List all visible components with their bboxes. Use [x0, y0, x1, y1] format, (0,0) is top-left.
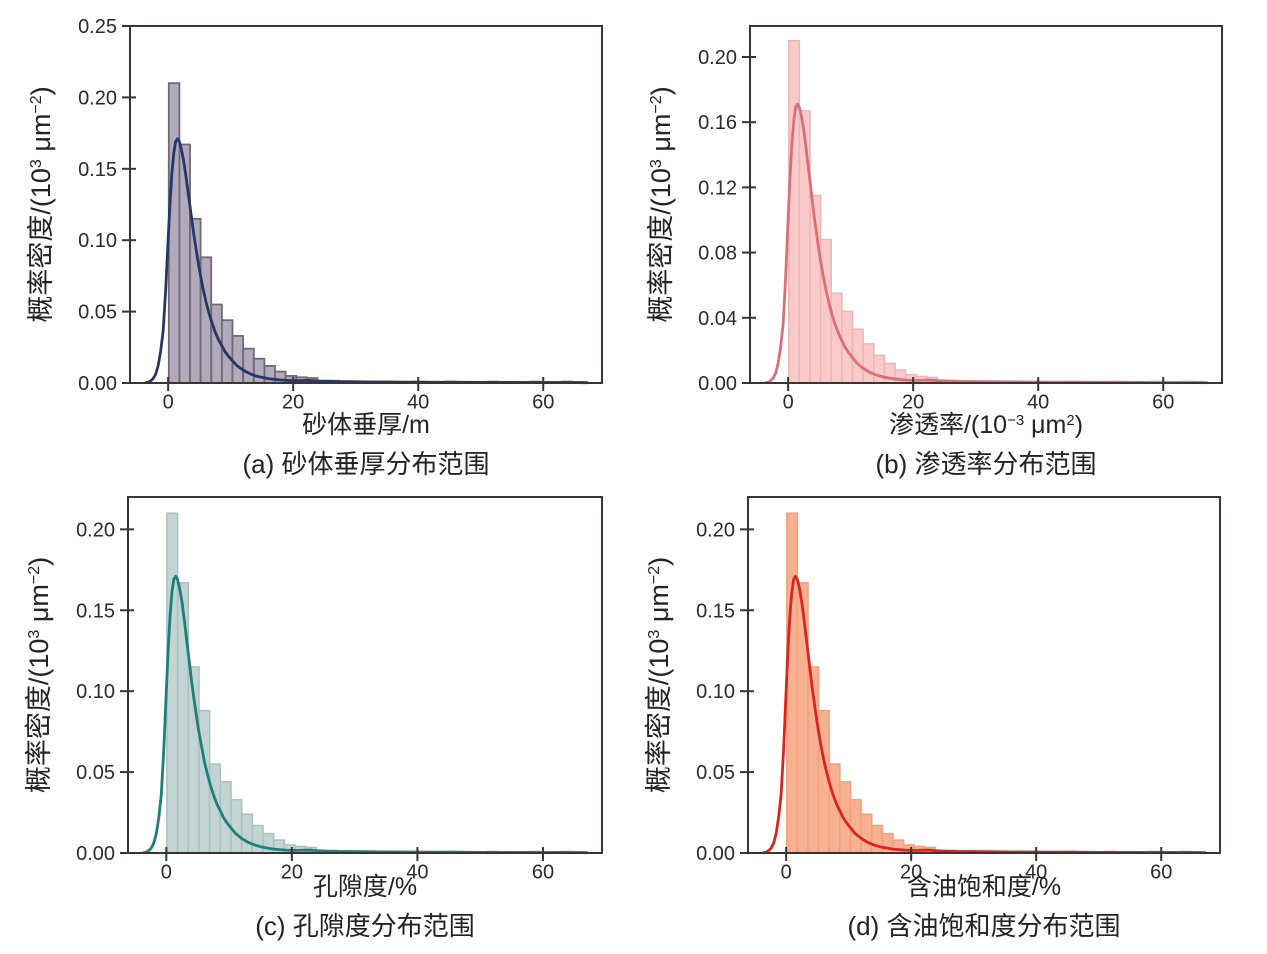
histogram-bar: [862, 343, 875, 384]
x-tick-label: 20: [900, 862, 922, 884]
y-tick-label: 0.10: [76, 681, 115, 703]
x-tick-label: 60: [532, 392, 554, 414]
y-tick-label: 0.00: [78, 373, 117, 395]
histogram-bars: [788, 39, 1204, 384]
histogram-bar: [798, 110, 811, 384]
xlabel-b: 渗透率/(10−3 μm2): [888, 411, 1084, 439]
histogram-bar: [199, 256, 213, 384]
xlabel-d: 含油饱和度/%: [906, 873, 1062, 901]
histogram-bar: [166, 512, 179, 854]
plot-a: 0 20 40 60 0.00 0.05 0.10 0.15 0.20 0.25 概率密度/(103…: [26, 16, 603, 414]
y-tick-label: 0.12: [698, 177, 737, 199]
y-tick-label: 0.25: [78, 16, 117, 38]
y-axis-title: 概率密度/(103 μm−2): [24, 557, 54, 793]
y-tick-label: 0.15: [76, 600, 115, 622]
axis-frame: [129, 25, 603, 384]
y-tick-label: 0.08: [698, 243, 737, 265]
histogram-bar: [198, 709, 211, 854]
panel-a: 0 20 40 60 0.00 0.05 0.10 0.15 0.20 0.25 概率密度/(103…: [0, 0, 633, 479]
y-axis-title: 概率密度/(103 μm−2): [26, 86, 56, 322]
kde-line: [764, 102, 1209, 385]
caption-a: (a) 砂体垂厚分布范围: [242, 449, 490, 479]
panel-d: 0 20 40 60 0.00 0.05 0.10 0.15 0.20 概率密度/(103 μm−…: [634, 477, 1267, 954]
y-tick-label: 0.10: [696, 681, 735, 703]
y-tick-label: 0.05: [78, 302, 117, 324]
y-tick-label: 0.00: [696, 843, 735, 865]
superscript: 2: [1066, 411, 1075, 429]
histogram-bar: [242, 347, 255, 384]
y-axis-title: 概率密度/(103 μm−2): [644, 557, 674, 793]
y-axis-title: 概率密度/(103 μm−2): [646, 86, 676, 322]
histogram-bar: [817, 709, 830, 854]
histogram-bar: [819, 238, 832, 384]
histogram-bar: [849, 798, 862, 854]
y-tick-label: 0.15: [696, 600, 735, 622]
y-tick-label: 0.05: [76, 762, 115, 784]
histogram-bars: [167, 82, 585, 384]
x-tick-label: 20: [281, 862, 303, 884]
histogram-bar: [178, 143, 191, 384]
y-tick-label: 0.15: [78, 159, 117, 181]
histogram-bar: [176, 582, 190, 854]
histogram-bars: [166, 512, 584, 854]
y-tick-label: 0.00: [76, 843, 115, 865]
y-tick-label: 0.04: [698, 308, 737, 330]
x-tick-label: 0: [163, 392, 174, 414]
xlabel-c: 孔隙度/%: [312, 873, 418, 901]
y-tick-label: 0.20: [76, 519, 115, 541]
histogram-bar: [167, 82, 181, 384]
x-tick-label: 40: [407, 392, 429, 414]
histogram-bar: [230, 798, 243, 854]
histogram-bar: [786, 512, 799, 854]
caption-c: (c) 孔隙度分布范围: [255, 911, 475, 941]
x-tick-label: 40: [1025, 862, 1047, 884]
histogram-bar: [788, 39, 801, 384]
plot-c: 0 20 40 60 0.00 0.05 0.10 0.15 0.20 概率密度/(103 μm−…: [24, 496, 603, 884]
x-tick-label: 0: [781, 862, 792, 884]
panel-b: 0 20 40 60 0.00 0.04 0.08 0.12 0.16 0.20 概率密度/(103…: [634, 0, 1267, 479]
x-tick-label: 20: [282, 392, 304, 414]
histogram-bars: [786, 512, 1202, 854]
x-tick-label: 40: [406, 862, 428, 884]
axis-frame: [749, 25, 1223, 384]
superscript: −3: [1007, 411, 1025, 429]
histogram-bar: [796, 582, 809, 854]
x-tick-label: 60: [1150, 862, 1172, 884]
y-tick-label: 0.20: [696, 519, 735, 541]
kde-line: [144, 137, 589, 385]
y-tick-label: 0.16: [698, 112, 737, 134]
x-tick-label: 20: [902, 392, 924, 414]
histogram-bar: [251, 824, 264, 854]
y-tick-label: 0.00: [698, 373, 737, 395]
panel-c: 0 20 40 60 0.00 0.05 0.10 0.15 0.20 概率密度/(103 μm−…: [0, 477, 633, 954]
x-tick-label: 60: [532, 862, 554, 884]
y-tick-label: 0.20: [78, 87, 117, 109]
axis-frame: [127, 496, 603, 854]
caption-d: (d) 含油饱和度分布范围: [847, 911, 1121, 941]
plot-d: 0 20 40 60 0.00 0.05 0.10 0.15 0.20 概率密度/(103 μm−…: [644, 496, 1221, 884]
x-tick-label: 60: [1152, 392, 1174, 414]
x-tick-label: 0: [783, 392, 794, 414]
axis-frame: [747, 496, 1221, 854]
kde-line: [142, 574, 589, 855]
histogram-bar: [231, 334, 245, 384]
histogram-bar: [873, 354, 886, 384]
y-tick-label: 0.20: [698, 47, 737, 69]
histogram-bar: [860, 813, 873, 854]
plot-b: 0 20 40 60 0.00 0.04 0.08 0.12 0.16 0.20 概率密度/(103…: [646, 25, 1223, 414]
histogram-bar: [240, 813, 254, 854]
y-tick-label: 0.05: [696, 762, 735, 784]
histogram-bar: [851, 328, 864, 384]
x-tick-label: 0: [161, 862, 172, 884]
caption-b: (b) 渗透率分布范围: [875, 449, 1097, 479]
xlabel-a: 砂体垂厚/m: [302, 411, 430, 439]
y-tick-label: 0.10: [78, 230, 117, 252]
x-tick-label: 40: [1027, 392, 1049, 414]
histogram-bar: [871, 824, 884, 854]
kde-line: [762, 574, 1207, 855]
histogram-bar: [252, 357, 266, 384]
